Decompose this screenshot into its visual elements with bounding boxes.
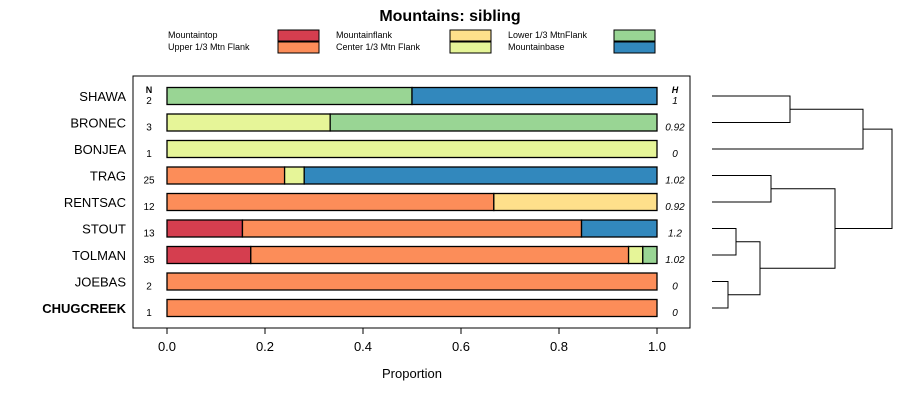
category-label-bonjea: BONJEA [74, 142, 126, 157]
n-label-trag: 25 [143, 176, 155, 187]
legend: Mountaintop Upper 1/3 Mtn Flank Mountainfl… [168, 29, 656, 54]
bar-stout-mountaintop [166, 219, 244, 238]
h-column-header: H [672, 85, 679, 95]
h-label-joebas: 0 [672, 282, 678, 293]
n-label-bronec: 3 [146, 123, 152, 134]
legend-label-center-1-3-mtn-flank: Center 1/3 Mtn Flank [336, 42, 421, 52]
bar-trag-mountainbase [303, 166, 658, 185]
dendro-branch-trag-rentsac [712, 175, 772, 203]
x-tick-label-0-2: 0.2 [256, 339, 274, 354]
bar-trag-center-1-3-mtn-flank [283, 166, 305, 185]
dendro-branch-joebas-chugcreek [712, 281, 729, 309]
category-label-bronec: BRONEC [70, 116, 126, 131]
h-label-shawa: 1 [672, 96, 678, 107]
bars-group [166, 86, 658, 318]
x-tick-label-0-0: 0.0 [158, 339, 176, 354]
h-label-bonjea: 0 [672, 149, 678, 160]
h-labels: 1 0.92 0 1.02 0.92 1.2 1.02 0 0 [665, 96, 685, 319]
n-label-chugcreek: 1 [146, 308, 152, 319]
legend-label-upper-1-3-mtn-flank: Upper 1/3 Mtn Flank [168, 42, 250, 52]
h-label-stout: 1.2 [668, 229, 682, 240]
bar-trag-upper-1-3-mtn-flank [166, 166, 286, 185]
x-tick-label-0-4: 0.4 [354, 339, 372, 354]
legend-swatch-center-1-3-mtn-flank [449, 41, 492, 54]
category-labels: SHAWA BRONEC BONJEA TRAG RENTSAC STOUT TOLMAN J… [42, 89, 126, 316]
h-label-trag: 1.02 [665, 176, 685, 187]
x-axis: 0.0 0.2 0.4 0.6 0.8 1.0 [158, 328, 666, 354]
dendro-branch-stout-tolman [712, 228, 737, 256]
bar-bronec-center-1-3-mtn-flank [166, 113, 331, 132]
plot-frame [132, 75, 691, 329]
n-label-stout: 13 [143, 229, 155, 240]
x-tick-label-1-0: 1.0 [648, 339, 666, 354]
legend-swatch-mountaintop [277, 29, 320, 42]
bar-rentsac-mountainflank [493, 192, 658, 212]
h-label-tolman: 1.02 [665, 255, 685, 266]
bar-shawa-mountainbase [411, 86, 658, 106]
bar-rentsac-upper-1-3-mtn-flank [166, 192, 495, 212]
bar-tolman-mountaintop [166, 245, 252, 265]
h-label-chugcreek: 0 [672, 308, 678, 319]
category-label-tolman: TOLMAN [72, 248, 126, 263]
h-label-rentsac: 0.92 [665, 202, 685, 213]
x-tick-label-0-6: 0.6 [452, 339, 470, 354]
n-label-joebas: 2 [146, 282, 152, 293]
legend-swatch-mountainflank [449, 29, 492, 42]
bar-joebas-upper-1-3-mtn-flank [166, 272, 658, 291]
legend-label-mountainflank: Mountainflank [336, 30, 393, 40]
category-label-shawa: SHAWA [79, 89, 126, 104]
bar-bronec-lower-1-3-mtnflank [329, 113, 658, 132]
bar-tolman-lower-1-3-mtnflank [642, 245, 658, 265]
x-axis-label: Proportion [382, 366, 442, 381]
legend-swatch-upper-1-3-mtn-flank [277, 41, 320, 54]
n-label-bonjea: 1 [146, 149, 152, 160]
n-label-shawa: 2 [146, 96, 152, 107]
bar-shawa-lower-1-3-mtnflank [166, 86, 413, 106]
category-label-stout: STOUT [82, 222, 126, 237]
bar-bonjea-center-1-3-mtn-flank [166, 139, 658, 159]
n-label-tolman: 35 [143, 255, 155, 266]
chart-title: Mountains: sibling [379, 8, 520, 25]
dendro-branch-bonjea [712, 108, 864, 150]
category-label-joebas: JOEBAS [75, 275, 127, 290]
bar-tolman-upper-1-3-mtn-flank [250, 245, 630, 265]
h-label-bronec: 0.92 [665, 123, 685, 134]
dendro-branch-stout-joebas [728, 241, 761, 296]
bar-stout-upper-1-3-mtn-flank [241, 219, 583, 238]
dendro-branch-shawa-bronec [712, 95, 791, 123]
category-label-rentsac: RENTSAC [64, 195, 126, 210]
bar-tolman-center-1-3-mtn-flank [627, 245, 644, 265]
legend-label-mountaintop: Mountaintop [168, 30, 218, 40]
x-tick-label-0-8: 0.8 [550, 339, 568, 354]
n-column-header: N [146, 85, 153, 95]
legend-label-mountainbase: Mountainbase [508, 42, 565, 52]
n-labels: 2 3 1 25 12 13 35 2 1 [143, 96, 155, 319]
n-label-rentsac: 12 [143, 202, 155, 213]
bar-chugcreek-upper-1-3-mtn-flank [166, 298, 658, 318]
category-label-trag: TRAG [90, 169, 126, 184]
legend-label-lower-1-3-mtnflank: Lower 1/3 MtnFlank [508, 30, 588, 40]
legend-swatch-mountainbase [613, 41, 656, 54]
category-label-chugcreek: CHUGCREEK [42, 301, 126, 316]
dendrogram [712, 95, 893, 309]
bar-stout-mountainbase [580, 219, 658, 238]
dendro-branch-root [835, 128, 893, 229]
legend-swatch-lower-1-3-mtnflank [613, 29, 656, 42]
